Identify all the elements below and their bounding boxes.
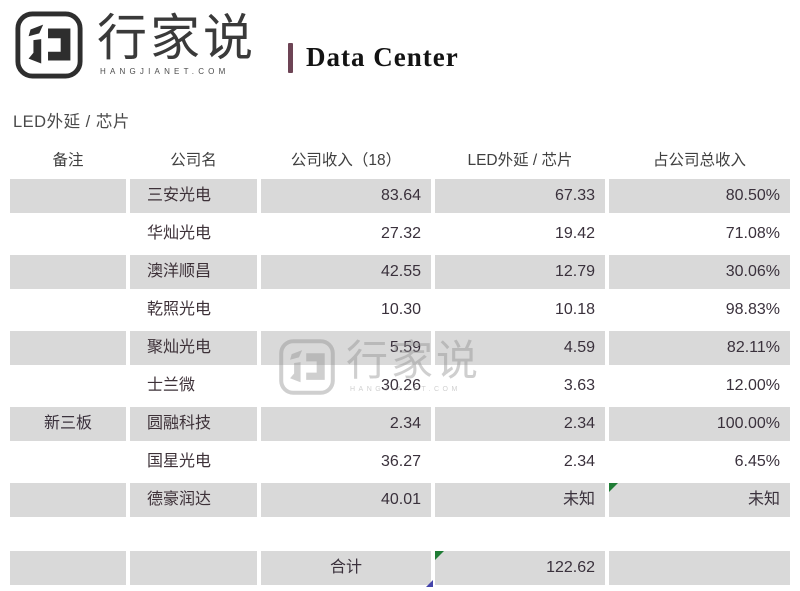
- col-header-revenue: 公司收入（18）: [290, 152, 402, 169]
- cell-share: 71.08%: [725, 225, 780, 242]
- cell-company: 华灿光电: [147, 225, 212, 242]
- section-title: LED外延 / 芯片: [13, 113, 130, 131]
- cell-revenue: 83.64: [261, 179, 431, 213]
- divider-bar: [288, 42, 293, 73]
- data-table: 备注 公司名 公司收入（18） LED外延 / 芯片 占公司总收入 三安光电 8…: [10, 147, 790, 587]
- cell-revenue: 2.34: [261, 407, 431, 441]
- cell-share: 30.06%: [609, 255, 790, 289]
- total-cell-empty: [130, 551, 257, 585]
- cell-revenue: 42.55: [261, 255, 431, 289]
- cell-share: 82.11%: [609, 331, 790, 365]
- brand-domain: HANGJIANET.COM: [100, 67, 230, 76]
- cell-note: [10, 293, 126, 327]
- blank-row: [10, 521, 790, 547]
- cell-led: 2.34: [563, 453, 595, 470]
- cell-led: 2.34: [435, 407, 605, 441]
- total-label: 合计: [329, 559, 362, 576]
- cell-share: 80.50%: [609, 179, 790, 213]
- total-value: 122.62: [546, 559, 595, 576]
- cell-company: 德豪润达: [130, 483, 257, 517]
- cell-note: [10, 179, 126, 213]
- cell-led: 19.42: [554, 225, 595, 242]
- cell-share: 未知: [609, 483, 790, 517]
- total-cell-empty: [10, 551, 126, 585]
- cell-company: 士兰微: [147, 377, 196, 394]
- cell-company: 乾照光电: [147, 301, 212, 318]
- brand-logo: 行家说 HANGJIANET.COM: [14, 10, 256, 80]
- cell-note: [10, 483, 126, 517]
- cell-note: [10, 217, 126, 251]
- total-cell-empty: [609, 551, 790, 585]
- col-header-share: 占公司总收入: [652, 152, 746, 169]
- cell-note: [10, 255, 126, 289]
- cell-company: 三安光电: [130, 179, 257, 213]
- cell-company: 国星光电: [147, 453, 212, 470]
- cell-revenue: 36.27: [380, 453, 421, 470]
- cell-revenue: 10.30: [380, 301, 421, 318]
- cell-share: 100.00%: [609, 407, 790, 441]
- cell-note: 新三板: [10, 407, 126, 441]
- hangjia-logo-icon: [14, 10, 84, 80]
- tagline-group: Data Center: [288, 42, 459, 73]
- cell-led: 67.33: [435, 179, 605, 213]
- col-header-company: 公司名: [170, 152, 217, 169]
- cell-note: [10, 445, 126, 479]
- cell-note: [10, 331, 126, 365]
- cell-led: 3.63: [563, 377, 595, 394]
- col-header-led: LED外延 / 芯片: [467, 152, 573, 169]
- cell-note: [10, 369, 126, 403]
- cell-led: 10.18: [554, 301, 595, 318]
- green-flag-icon: [435, 551, 444, 560]
- cell-revenue: 30.26: [380, 377, 421, 394]
- total-label-cell: 合计: [261, 551, 431, 585]
- cell-revenue: 5.59: [261, 331, 431, 365]
- cell-led: 4.59: [435, 331, 605, 365]
- cell-revenue: 27.32: [380, 225, 421, 242]
- green-flag-icon: [609, 483, 618, 492]
- page-tagline: Data Center: [306, 42, 459, 72]
- cell-share-text: 未知: [747, 491, 780, 508]
- cell-share: 6.45%: [734, 453, 780, 470]
- cell-share: 12.00%: [725, 377, 780, 394]
- total-value-cell: 122.62: [426, 551, 605, 587]
- cell-led: 12.79: [435, 255, 605, 289]
- cell-revenue: 40.01: [261, 483, 431, 517]
- blue-flag-icon: [426, 580, 433, 587]
- logo-text-block: 行家说 HANGJIANET.COM: [97, 10, 256, 76]
- cell-company: 聚灿光电: [130, 331, 257, 365]
- cell-company: 圆融科技: [130, 407, 257, 441]
- cell-company: 澳洋顺昌: [130, 255, 257, 289]
- cell-led: 未知: [435, 483, 605, 517]
- brand-name: 行家说: [97, 10, 256, 66]
- cell-share: 98.83%: [725, 301, 780, 318]
- brand-header: 行家说 HANGJIANET.COM Data Center: [0, 0, 800, 80]
- col-header-note: 备注: [52, 152, 84, 169]
